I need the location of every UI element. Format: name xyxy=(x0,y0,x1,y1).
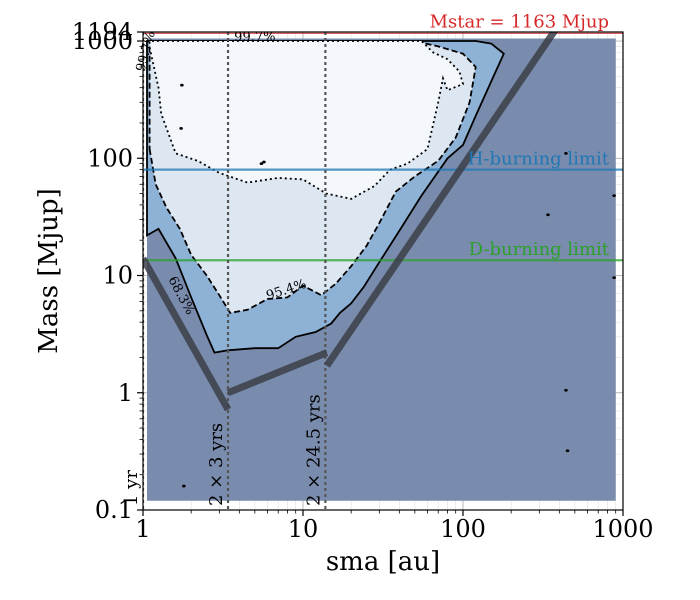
h-burning-label: H-burning limit xyxy=(468,149,610,170)
contour-island xyxy=(262,160,266,164)
y-tick-label: 1 xyxy=(118,379,133,407)
x-tick-label: 1 xyxy=(135,515,150,543)
x-tick-label: 10 xyxy=(288,515,319,543)
contour-island xyxy=(546,213,550,217)
annotation-labels: 1 yr 2 × 3 yrs 2 × 24.5 yrs Mstar = 1163 Mj… xyxy=(121,11,610,506)
x-tick-label: 100 xyxy=(440,515,486,543)
plot-frame xyxy=(142,31,624,511)
period-label: 2 × 24.5 yrs xyxy=(303,394,324,506)
period-label: 2 × 3 yrs xyxy=(206,423,227,506)
detection-limit-segment xyxy=(323,32,559,368)
star-mass-label: Mstar = 1163 Mjup xyxy=(430,11,609,32)
contour-island xyxy=(564,388,568,392)
detection-limit-segment xyxy=(226,349,329,396)
x-tick-label: 1000 xyxy=(592,515,653,543)
y-tick-label: 0.1 xyxy=(95,496,133,524)
reference-lines xyxy=(143,32,623,510)
contour-island xyxy=(180,83,184,87)
contour-island xyxy=(259,162,264,166)
y-tick-label: 1000 xyxy=(72,27,133,55)
y-tick-label: 100 xyxy=(87,144,133,172)
contour-island xyxy=(564,152,568,155)
contour-island xyxy=(182,484,186,488)
y-tick-label: 10 xyxy=(102,262,133,290)
contour-island xyxy=(612,276,616,279)
period-label: 1 yr xyxy=(121,470,142,506)
detection-limit-segment xyxy=(143,256,232,412)
y-tick-label: 1194 xyxy=(72,18,133,46)
x-axis-label: sma [au] xyxy=(326,547,440,577)
contour-island xyxy=(565,449,570,453)
contour-level-label: 99.7% xyxy=(234,30,275,45)
contour-island xyxy=(179,126,183,130)
contour-island xyxy=(612,194,616,198)
d-burning-label: D-burning limit xyxy=(469,239,610,260)
y-axis-label: Mass [Mjup] xyxy=(34,188,64,353)
